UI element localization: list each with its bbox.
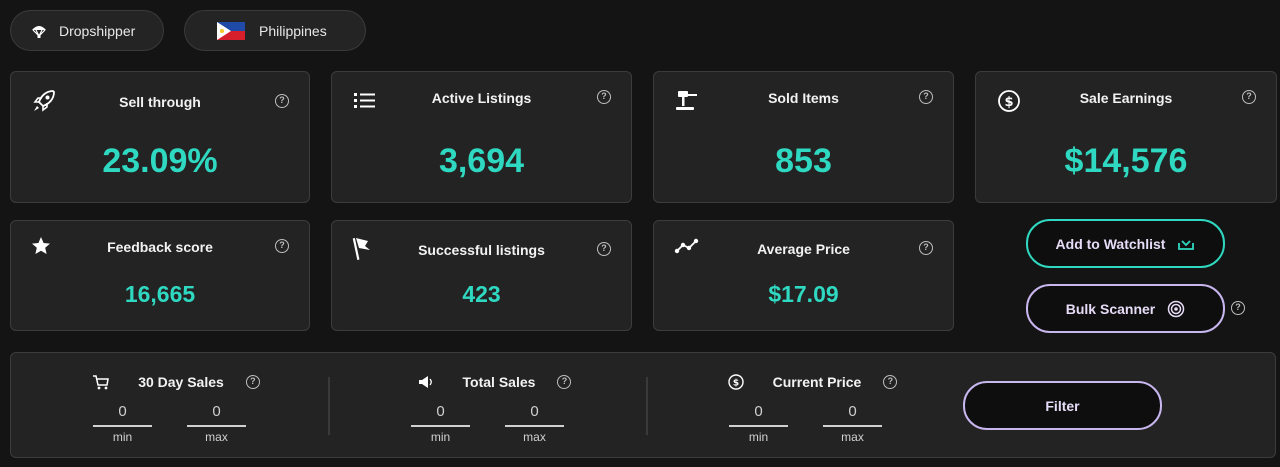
sale-earnings-help-icon[interactable]: ? bbox=[1242, 90, 1256, 104]
current-price-min-input[interactable]: 0 min bbox=[729, 403, 788, 444]
stat-card-sale-earnings: $ Sale Earnings ? $14,576 bbox=[975, 71, 1277, 203]
download-tray-icon bbox=[1178, 239, 1195, 250]
cart-icon bbox=[93, 375, 110, 390]
parachute-icon bbox=[32, 25, 46, 38]
trend-line-icon bbox=[674, 238, 699, 254]
filter-group-current-price: $ Current Price ? 0 min 0 max bbox=[677, 353, 947, 459]
feedback-score-value: 16,665 bbox=[124, 281, 196, 307]
filter-30-day-sales-label: 30 Day Sales bbox=[138, 374, 224, 390]
filter-total-sales-help-icon[interactable]: ? bbox=[557, 375, 572, 389]
filter-panel: 30 Day Sales ? 0 min 0 max Total Sales ?… bbox=[10, 352, 1276, 458]
active-listings-help-icon[interactable]: ? bbox=[597, 90, 611, 104]
sell-through-title: Sell through bbox=[119, 94, 201, 110]
rocket-icon bbox=[33, 90, 55, 112]
stat-card-sold-items: Sold Items ? 853 bbox=[653, 71, 954, 203]
sell-through-help-icon[interactable]: ? bbox=[275, 94, 289, 108]
target-icon bbox=[1167, 300, 1185, 317]
bulk-scanner-label: Bulk Scanner bbox=[1065, 300, 1156, 317]
active-listings-title: Active Listings bbox=[431, 90, 532, 106]
feedback-score-help-icon[interactable]: ? bbox=[275, 239, 289, 253]
filter-divider bbox=[646, 377, 648, 435]
successful-listings-help-icon[interactable]: ? bbox=[597, 242, 611, 256]
sold-items-title: Sold Items bbox=[768, 90, 839, 106]
filter-30-day-sales-help-icon[interactable]: ? bbox=[245, 375, 260, 389]
mode-label: Dropshipper bbox=[59, 22, 136, 39]
star-icon bbox=[32, 237, 50, 254]
total-sales-max-input[interactable]: 0 max bbox=[505, 403, 564, 444]
filter-total-sales-label: Total Sales bbox=[462, 374, 536, 390]
country-label: Philippines bbox=[259, 22, 327, 39]
stat-card-successful-listings: Successful listings ? 423 bbox=[331, 220, 632, 331]
sales-30-max-input[interactable]: 0 max bbox=[187, 403, 246, 444]
country-pill[interactable]: Philippines bbox=[184, 10, 366, 51]
total-sales-min-input[interactable]: 0 min bbox=[411, 403, 470, 444]
dollar-circle-icon: $ bbox=[727, 374, 744, 390]
add-to-watchlist-label: Add to Watchlist bbox=[1055, 235, 1166, 252]
svg-text:$: $ bbox=[733, 379, 739, 389]
filter-current-price-label: Current Price bbox=[772, 374, 862, 390]
list-icon bbox=[354, 93, 375, 108]
flag-icon bbox=[352, 237, 370, 260]
svg-text:$: $ bbox=[1004, 95, 1013, 110]
sell-through-value: 23.09% bbox=[102, 142, 218, 180]
add-to-watchlist-button[interactable]: Add to Watchlist bbox=[1026, 219, 1225, 268]
average-price-title: Average Price bbox=[757, 241, 850, 257]
gavel-icon bbox=[676, 91, 697, 110]
filter-current-price-help-icon[interactable]: ? bbox=[883, 375, 898, 389]
filter-group-30-day-sales: 30 Day Sales ? 0 min 0 max bbox=[41, 353, 311, 459]
sale-earnings-value: $14,576 bbox=[1064, 142, 1188, 180]
sale-earnings-title: Sale Earnings bbox=[1079, 90, 1173, 106]
philippines-flag-icon bbox=[217, 21, 245, 40]
stat-card-feedback-score: Feedback score ? 16,665 bbox=[10, 220, 310, 331]
feedback-score-title: Feedback score bbox=[107, 239, 213, 255]
megaphone-icon bbox=[418, 376, 432, 388]
stat-card-active-listings: Active Listings ? 3,694 bbox=[331, 71, 632, 203]
stat-card-sell-through: Sell through ? 23.09% bbox=[10, 71, 310, 203]
successful-listings-value: 423 bbox=[462, 281, 501, 307]
bulk-scanner-button[interactable]: Bulk Scanner bbox=[1026, 284, 1225, 333]
average-price-help-icon[interactable]: ? bbox=[919, 241, 933, 255]
filter-group-total-sales: Total Sales ? 0 min 0 max bbox=[359, 353, 629, 459]
successful-listings-title: Successful listings bbox=[418, 242, 545, 258]
filter-button-label: Filter bbox=[1045, 397, 1080, 414]
active-listings-value: 3,694 bbox=[438, 142, 525, 180]
current-price-max-input[interactable]: 0 max bbox=[823, 403, 882, 444]
filter-divider bbox=[328, 377, 330, 435]
sales-30-min-input[interactable]: 0 min bbox=[93, 403, 152, 444]
average-price-value: $17.09 bbox=[768, 281, 839, 307]
mode-pill-dropshipper[interactable]: Dropshipper bbox=[10, 10, 164, 51]
filter-button[interactable]: Filter bbox=[963, 381, 1162, 430]
bulk-scanner-help-icon[interactable]: ? bbox=[1231, 301, 1245, 315]
stat-card-average-price: Average Price ? $17.09 bbox=[653, 220, 954, 331]
sold-items-help-icon[interactable]: ? bbox=[919, 90, 933, 104]
sold-items-value: 853 bbox=[775, 142, 832, 180]
dollar-circle-icon: $ bbox=[998, 90, 1020, 112]
